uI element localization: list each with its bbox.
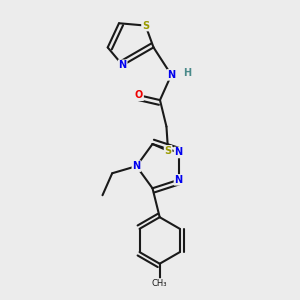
- Text: S: S: [142, 21, 149, 31]
- Text: N: N: [132, 161, 140, 171]
- Text: N: N: [174, 175, 183, 185]
- Text: N: N: [118, 60, 127, 70]
- Text: O: O: [135, 90, 143, 100]
- Text: H: H: [183, 68, 191, 78]
- Text: N: N: [167, 70, 176, 80]
- Text: S: S: [164, 146, 172, 156]
- Text: CH₃: CH₃: [152, 279, 167, 288]
- Text: N: N: [174, 148, 183, 158]
